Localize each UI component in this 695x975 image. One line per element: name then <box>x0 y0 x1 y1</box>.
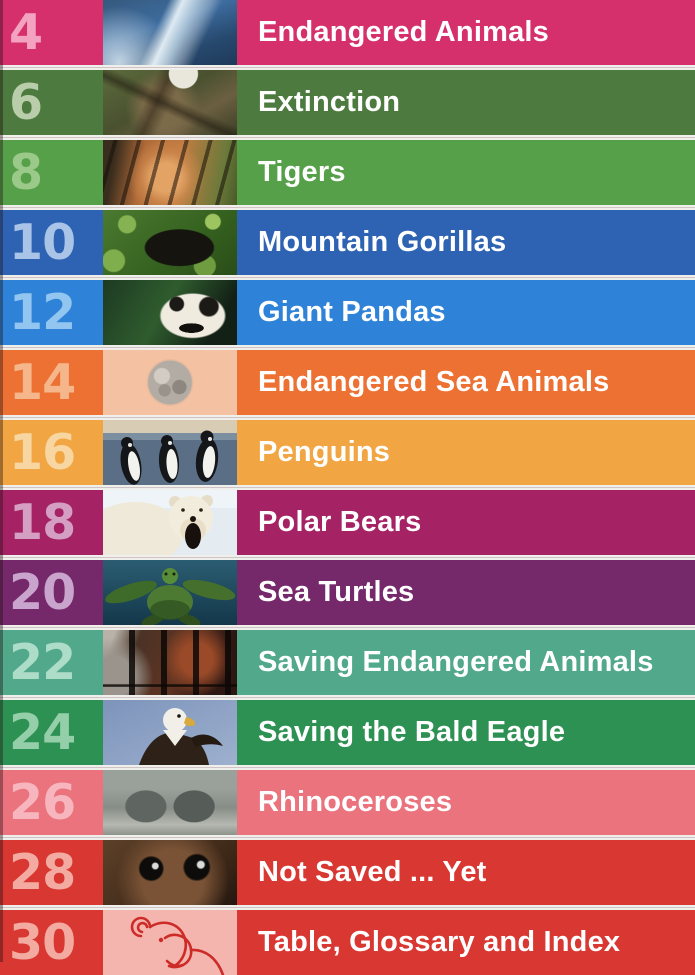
chapter-title: Mountain Gorillas <box>258 226 507 258</box>
whale-ocean-photo <box>103 0 237 65</box>
gorilla-photo <box>103 210 237 275</box>
chapter-title: Polar Bears <box>258 506 422 538</box>
toc-row-mountain-gorillas: 10 Mountain Gorillas <box>0 210 695 278</box>
toc-row-sea-turtles: 20 Sea Turtles <box>0 560 695 628</box>
chapter-title: Extinction <box>258 86 401 118</box>
page-number: 24 <box>9 704 76 761</box>
chapter-title: Tigers <box>258 156 346 188</box>
chapter-title: Not Saved ... Yet <box>258 856 487 888</box>
page-number: 22 <box>9 634 76 691</box>
toc-row-saving-the-bald-eagle: 24 Saving the Bald Eagle <box>0 700 695 768</box>
toc-row-giant-pandas: 12 Giant Pandas <box>0 280 695 348</box>
chapter-title: Saving Endangered Animals <box>258 646 654 678</box>
rhinos-photo <box>103 770 237 835</box>
page-number: 26 <box>9 774 76 831</box>
bald-eagle-photo <box>103 700 237 765</box>
red-elephant-drawing <box>103 910 237 975</box>
tiger-photo <box>103 140 237 205</box>
toc-row-extinction: 6 Extinction <box>0 70 695 138</box>
page-number: 4 <box>9 4 43 61</box>
page-number: 8 <box>9 144 43 201</box>
toc-row-not-saved-yet: 28 Not Saved ... Yet <box>0 840 695 908</box>
coral-photo <box>103 350 237 415</box>
page-number: 18 <box>9 494 76 551</box>
page-number: 20 <box>9 564 76 621</box>
sea-turtle-photo <box>103 560 237 625</box>
toc-row-polar-bears: 18 Polar Bears <box>0 490 695 558</box>
page-number: 6 <box>9 74 43 131</box>
panda-photo <box>103 280 237 345</box>
chapter-title: Sea Turtles <box>258 576 415 608</box>
toc-row-penguins: 16 <box>0 420 695 488</box>
penguins-photo <box>103 420 237 485</box>
page-number: 12 <box>9 284 76 341</box>
toc-row-table-glossary-index: 30 Table, Glossary and Index <box>0 910 695 975</box>
page-number: 28 <box>9 844 76 901</box>
chapter-title: Endangered Sea Animals <box>258 366 610 398</box>
page-number: 10 <box>9 214 76 271</box>
chapter-title: Saving the Bald Eagle <box>258 716 566 748</box>
caged-ape-photo <box>103 630 237 695</box>
page-number: 14 <box>9 354 76 411</box>
chapter-title: Penguins <box>258 436 391 468</box>
chapter-title: Rhinoceroses <box>258 786 453 818</box>
page-number: 16 <box>9 424 76 481</box>
toc-row-saving-endangered-animals: 22 Saving Endangered Animals <box>0 630 695 698</box>
toc-row-endangered-sea-animals: 14 Endangered Sea Animals <box>0 350 695 418</box>
toc-row-rhinoceroses: 26 Rhinoceroses <box>0 770 695 838</box>
hunter-photo <box>103 70 237 135</box>
page-number: 30 <box>9 914 76 971</box>
chapter-title: Giant Pandas <box>258 296 446 328</box>
toc-row-tigers: 8 Tigers <box>0 140 695 208</box>
chapter-title: Endangered Animals <box>258 16 549 48</box>
primate-eyes-photo <box>103 840 237 905</box>
toc-row-endangered-animals: 4 Endangered Animals <box>0 0 695 68</box>
chapter-title: Table, Glossary and Index <box>258 926 621 958</box>
polar-bear-photo <box>103 490 237 555</box>
